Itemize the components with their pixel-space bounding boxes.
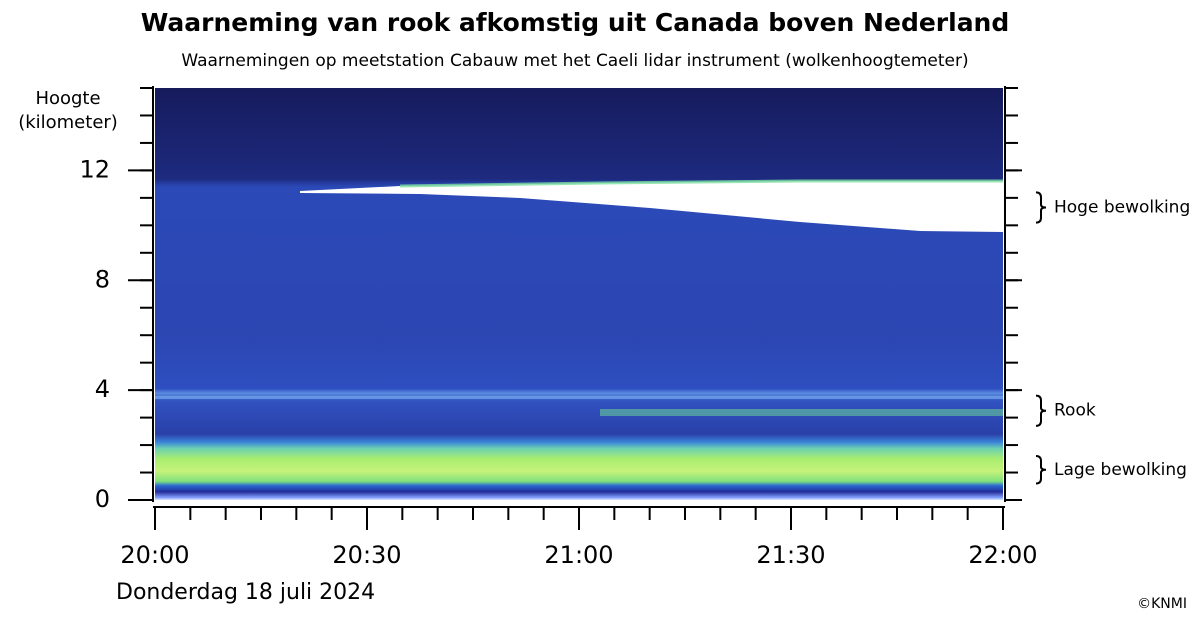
annotation-label: Lage bewolking [1054,460,1187,480]
lidar-image [155,88,1003,500]
x-tick-label: 20:30 [332,541,401,569]
annotation-label: Hoge bewolking [1054,197,1190,217]
y-tick-label: 12 [79,155,110,183]
x-tick-label: 22:00 [968,541,1037,569]
y-tick-label: 8 [95,265,110,293]
annotation-label: Rook [1054,401,1096,421]
x-tick-label: 21:00 [544,541,613,569]
credit: ©KNMI [1137,596,1187,612]
y-tick-label: 4 [95,375,110,403]
y-axis-label: (kilometer) [18,112,118,133]
chart-subtitle: Waarnemingen op meetstation Cabauw met h… [181,51,968,71]
x-axis-label: Donderdag 18 juli 2024 [116,580,375,605]
annotation-brace [1035,191,1047,224]
chart-title: Waarneming van rook afkomstig uit Canada… [141,8,1010,37]
y-tick-label: 0 [95,485,110,513]
x-tick-label: 21:30 [756,541,825,569]
annotation-brace [1035,455,1047,485]
x-tick-label: 20:00 [120,541,189,569]
annotation-brace [1035,394,1047,427]
y-axis-label: Hoogte [35,88,100,109]
